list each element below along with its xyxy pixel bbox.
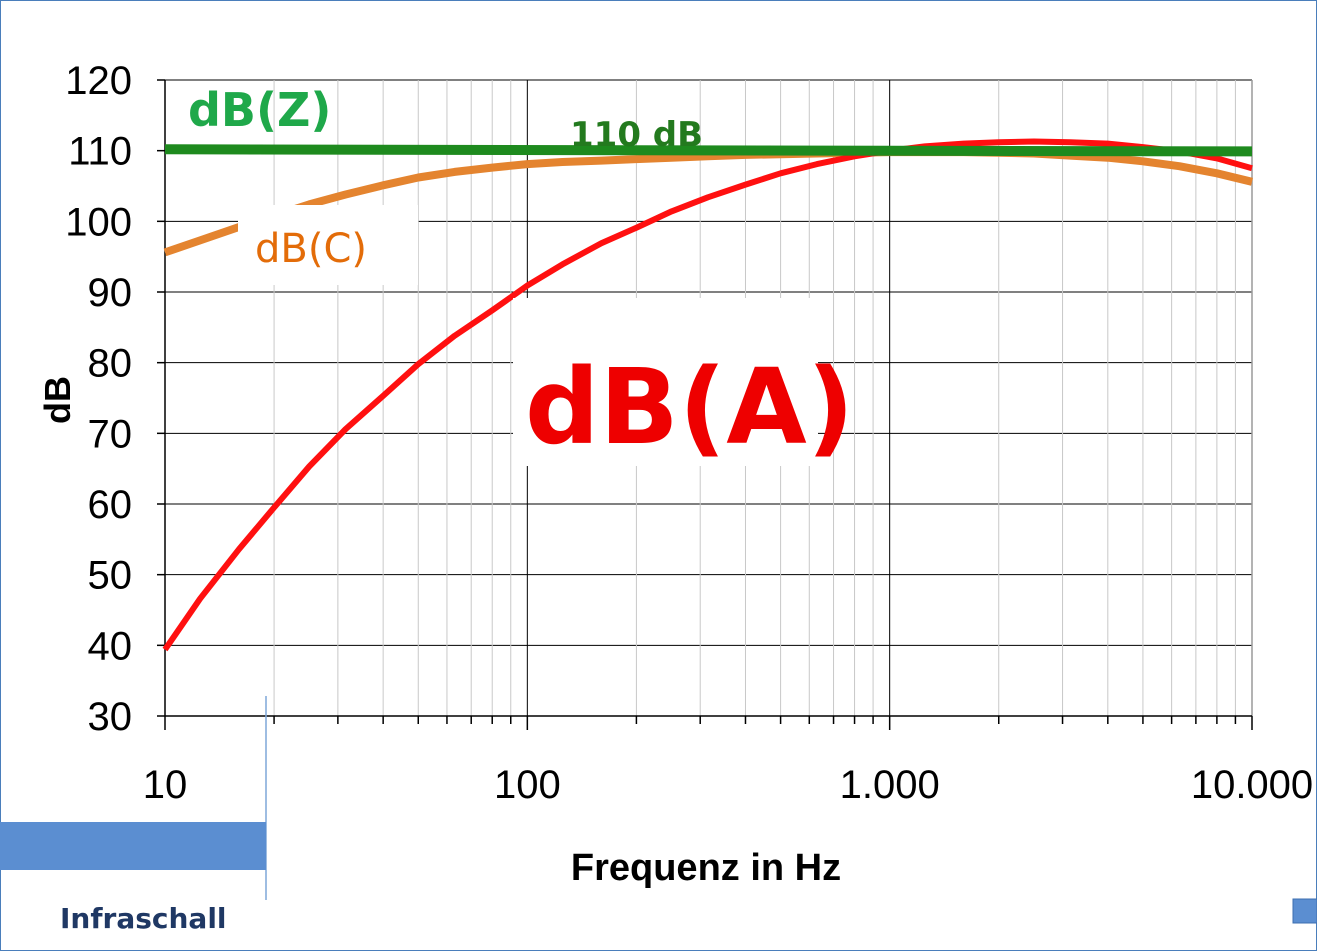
y-tick-label: 100 <box>65 200 132 244</box>
dbc-annotation: dB(C) <box>255 226 367 272</box>
level-annotation: 110 dB <box>570 115 703 155</box>
series-dbz <box>164 144 1253 157</box>
y-tick-label: 80 <box>88 342 133 386</box>
x-tick-label: 10.000 <box>1191 763 1313 807</box>
dbz-annotation: dB(Z) <box>188 83 331 137</box>
y-tick-label: 60 <box>88 483 133 527</box>
x-tick-label: 10 <box>143 763 188 807</box>
x-tick-label: 100 <box>494 763 561 807</box>
y-tick-label: 110 <box>68 130 132 174</box>
y-tick-label: 90 <box>88 271 133 315</box>
x-tick-label: 1.000 <box>840 763 940 807</box>
axes: 30 40 50 60 70 80 90 100 110 120 10 100 1.000 10.000 <box>65 59 1313 807</box>
y-tick-label: 50 <box>88 554 133 598</box>
y-tick-label: 70 <box>88 412 133 456</box>
y-tick-label: 120 <box>65 59 132 103</box>
infrasound-bar <box>0 822 266 870</box>
dba-label-box <box>513 298 818 466</box>
series-layer <box>162 138 1253 652</box>
y-tick-label: 40 <box>88 624 133 668</box>
series-dba <box>162 138 1253 652</box>
y-axis-label: dB <box>37 376 78 424</box>
legend-square <box>1292 898 1317 924</box>
infrasound-label: Infraschall <box>60 902 227 935</box>
dbc-label-box <box>238 205 418 285</box>
dba-annotation: dB(A) <box>525 346 854 468</box>
y-tick-label: 30 <box>88 695 133 739</box>
x-axis-label: Frequenz in Hz <box>571 847 841 889</box>
